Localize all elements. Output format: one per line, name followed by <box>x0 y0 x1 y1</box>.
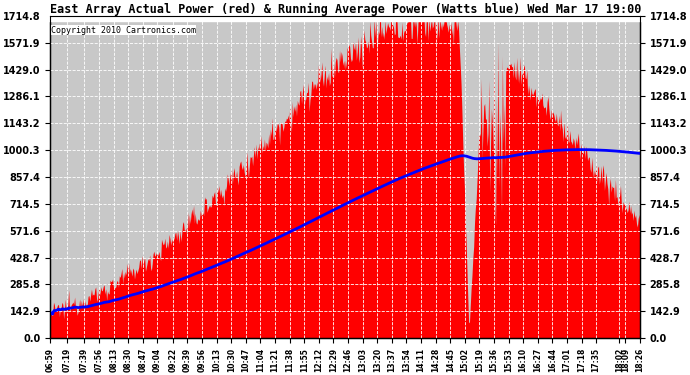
Text: Copyright 2010 Cartronics.com: Copyright 2010 Cartronics.com <box>50 26 196 34</box>
Text: East Array Actual Power (red) & Running Average Power (Watts blue) Wed Mar 17 19: East Array Actual Power (red) & Running … <box>50 3 642 16</box>
